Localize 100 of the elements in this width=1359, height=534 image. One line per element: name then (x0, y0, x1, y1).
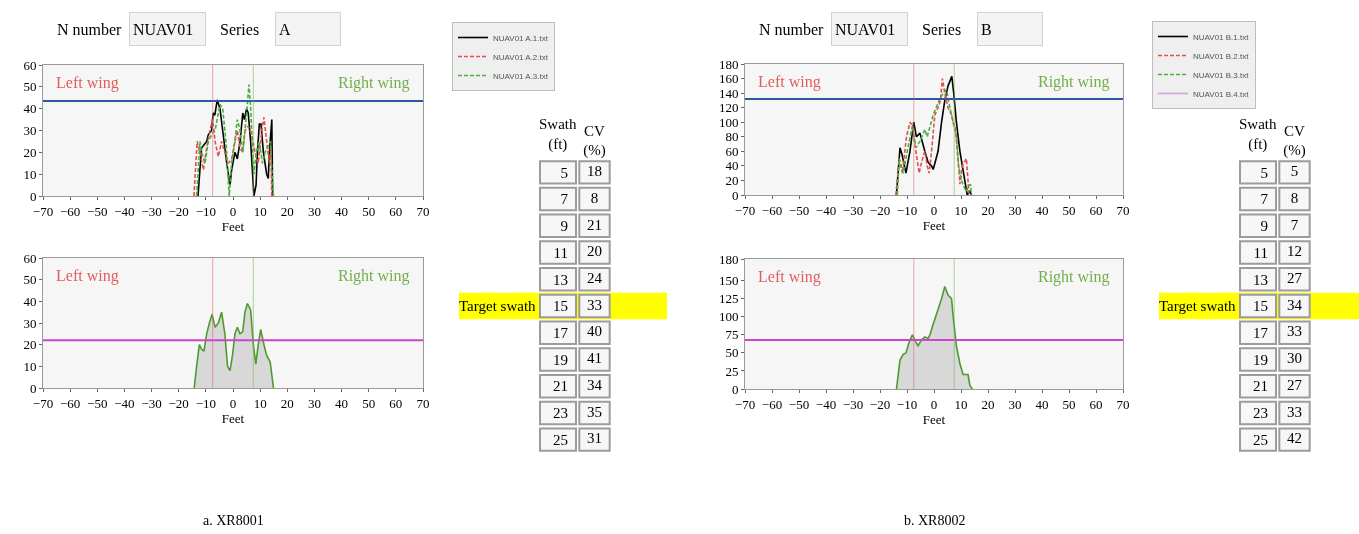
x-tick-label: 30 (307, 203, 321, 219)
legend-label: NUAV01 A.2.txt (493, 52, 549, 62)
y-tick-label: 20 (725, 172, 739, 188)
x-tick-label: −40 (815, 396, 837, 412)
x-tick-label: −40 (815, 202, 837, 218)
y-tick-label: 150 (718, 273, 739, 289)
x-tick-label: CV (%) (1283, 122, 1306, 159)
data-label: 21 (587, 216, 602, 233)
x-axis-title: Feet (922, 217, 946, 233)
x-axis-title: Feet (922, 411, 946, 427)
x-tick-label: −70 (32, 395, 54, 411)
text: N number (57, 21, 123, 38)
data-label: 33 (1287, 323, 1302, 340)
y-tick-label: 19 (553, 351, 568, 368)
y-axis-title: Swath (ft) (1239, 116, 1277, 153)
y-tick-label: 50 (23, 272, 37, 288)
data-label: 35 (587, 403, 602, 420)
data-label: 27 (1287, 270, 1303, 287)
x-tick-label: −20 (168, 203, 189, 219)
text: NUAV01 (835, 20, 896, 38)
x-tick-label: 10 (954, 396, 968, 412)
x-tick-label: 60 (389, 395, 403, 411)
y-tick-label: 17 (553, 324, 569, 341)
data-label: 30 (1287, 350, 1302, 367)
data-label: 8 (590, 189, 599, 206)
data-label: 40 (587, 323, 602, 340)
x-axis-title: Feet (221, 410, 245, 426)
legend-label: NUAV01 B.3.txt (1193, 70, 1250, 80)
text: Series (220, 21, 260, 38)
y-tick-label: 5 (560, 164, 568, 181)
x-tick-label: 20 (981, 396, 995, 412)
y-tick-label: 11 (1253, 244, 1268, 261)
y-tick-label: 0 (29, 188, 37, 204)
y-tick-label: 20 (23, 337, 37, 353)
y-tick-label: 7 (1260, 191, 1269, 208)
y-tick-label: 23 (1253, 405, 1268, 422)
x-tick-label: −70 (32, 203, 54, 219)
x-tick-label: −60 (59, 395, 81, 411)
y-tick-label: 25 (553, 431, 568, 448)
band-label: Target swath (459, 298, 537, 314)
y-tick-label: 80 (725, 129, 739, 145)
text: Series (922, 21, 962, 38)
x-tick-label: 50 (362, 203, 376, 219)
y-tick-label: 180 (718, 56, 739, 72)
y-tick-label: 30 (23, 315, 37, 331)
x-tick-label: −50 (788, 202, 810, 218)
y-tick-label: 50 (23, 79, 37, 95)
y-axis-title: Swath (ft) (539, 116, 577, 153)
x-tick-label: −60 (761, 202, 783, 218)
data-label: 34 (587, 376, 603, 393)
ref-line-label: Left wing (56, 267, 119, 285)
data-label: 12 (1287, 243, 1302, 260)
text: b. XR8002 (904, 513, 966, 528)
x-tick-label: −30 (141, 395, 162, 411)
x-tick-label: 70 (416, 395, 430, 411)
data-label: 27 (1287, 376, 1303, 393)
x-tick-label: −20 (869, 396, 891, 412)
y-tick-label: 60 (23, 250, 37, 266)
band-label: Target swath (1159, 298, 1237, 314)
line-series (197, 99, 274, 196)
y-tick-label: 21 (1253, 378, 1268, 395)
x-tick-label: −30 (141, 203, 162, 219)
x-tick-label: 0 (229, 203, 237, 219)
legend-label: NUAV01 A.1.txt (493, 33, 549, 43)
x-tick-label: −10 (896, 202, 918, 218)
x-tick-label: 10 (253, 395, 267, 411)
x-tick-label: −30 (842, 396, 864, 412)
y-tick-label: 25 (1253, 431, 1268, 448)
y-tick-label: 60 (23, 57, 37, 73)
y-tick-label: 5 (1260, 164, 1268, 181)
data-label: 33 (1287, 403, 1302, 420)
y-tick-label: 25 (725, 363, 739, 379)
x-tick-label: 40 (1035, 396, 1049, 412)
x-tick-label: 0 (930, 202, 938, 218)
ref-line-label: Left wing (758, 73, 821, 91)
x-tick-label: 50 (1062, 202, 1076, 218)
x-tick-label: 40 (335, 395, 349, 411)
y-tick-label: 100 (718, 114, 739, 130)
text: B (981, 20, 992, 38)
data-label: 31 (587, 430, 602, 447)
x-tick-label: −60 (761, 396, 783, 412)
y-tick-label: 40 (725, 158, 739, 174)
y-tick-label: 23 (553, 405, 568, 422)
y-tick-label: 15 (1253, 298, 1268, 315)
text: a. XR8001 (203, 513, 264, 528)
data-label: 42 (1287, 430, 1302, 447)
y-tick-label: 0 (731, 187, 739, 203)
y-tick-label: 75 (725, 327, 739, 343)
y-tick-label: 19 (1253, 351, 1268, 368)
x-tick-label: 20 (280, 395, 294, 411)
y-tick-label: 0 (29, 380, 37, 396)
x-tick-label: 0 (229, 395, 237, 411)
x-tick-label: 60 (389, 203, 403, 219)
y-tick-label: 50 (725, 345, 739, 361)
x-tick-label: 0 (930, 396, 938, 412)
x-tick-label: 50 (362, 395, 376, 411)
y-tick-label: 13 (1253, 271, 1268, 288)
y-tick-label: 125 (718, 291, 739, 307)
y-tick-label: 100 (718, 309, 739, 325)
legend-label: NUAV01 B.4.txt (1193, 89, 1250, 99)
